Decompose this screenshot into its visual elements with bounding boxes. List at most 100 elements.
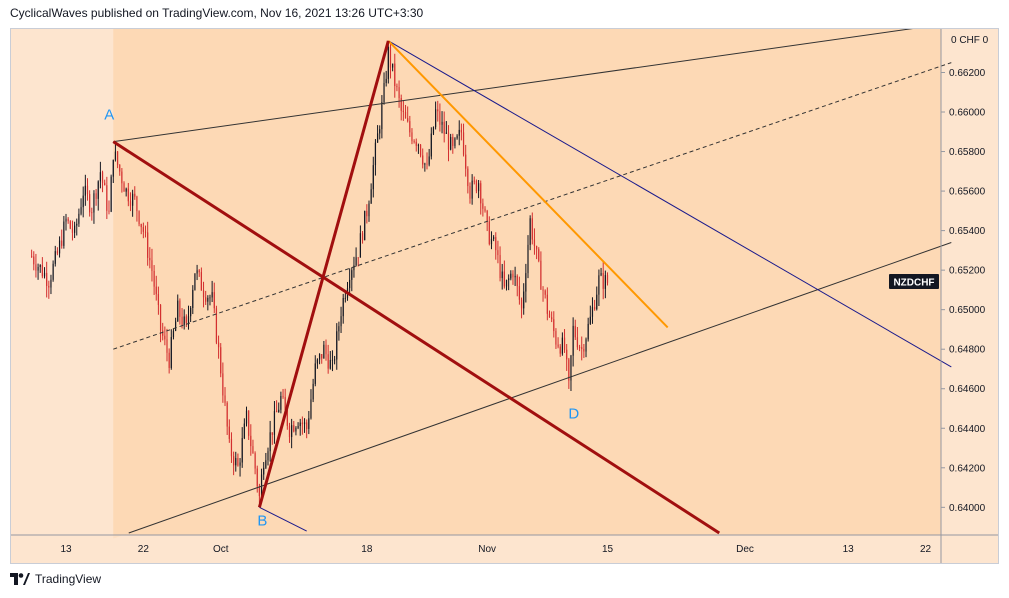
- candle-body: [404, 112, 407, 119]
- symbol-badge: [889, 274, 939, 289]
- candle-body: [288, 425, 291, 438]
- candle-body: [435, 109, 437, 128]
- candle-body: [413, 141, 415, 142]
- candle-body: [559, 346, 561, 354]
- candle-body: [606, 275, 609, 283]
- bc-wave-line: [257, 40, 390, 508]
- candle-body: [318, 354, 321, 360]
- price-tick-label: 0.64800: [949, 345, 986, 356]
- candle-body: [523, 291, 525, 309]
- candle-body: [402, 110, 404, 113]
- price-tick-label: 0.65200: [949, 266, 986, 277]
- candle-body: [248, 410, 250, 436]
- footer-brand[interactable]: TradingView: [35, 572, 102, 586]
- candle-body: [226, 402, 228, 427]
- candle-body: [338, 326, 340, 332]
- candle-body: [505, 279, 508, 287]
- candle-body: [475, 180, 478, 192]
- price-tick-label: 0.64200: [949, 463, 986, 474]
- candle-body: [250, 435, 252, 447]
- candle-body: [215, 308, 218, 343]
- candle-body: [359, 233, 361, 258]
- candle-body: [430, 133, 432, 157]
- candle-body: [518, 286, 521, 300]
- candle-body: [82, 195, 84, 208]
- candle-body: [374, 142, 377, 166]
- candle-body: [520, 299, 523, 309]
- candle-body: [108, 210, 110, 212]
- candle-body: [370, 189, 372, 204]
- candle-body: [407, 118, 409, 122]
- candle-body: [336, 331, 338, 360]
- candle-body: [546, 294, 548, 314]
- candle-body: [366, 210, 368, 217]
- candle-body: [127, 188, 129, 202]
- time-tick-label: Dec: [736, 544, 754, 555]
- candle-body: [585, 339, 587, 352]
- candle-body: [591, 307, 594, 317]
- candle-body: [383, 82, 385, 102]
- candle-body: [310, 399, 312, 419]
- candle-body: [493, 237, 495, 239]
- candle-body: [527, 244, 529, 274]
- candle-body: [499, 255, 501, 279]
- candle-body: [368, 203, 370, 217]
- price-tick-label: 0.64400: [949, 424, 986, 435]
- candle-body: [291, 425, 293, 438]
- candle-body: [364, 210, 366, 241]
- candle-body: [467, 168, 469, 187]
- candle-body: [379, 129, 381, 134]
- candle-body: [372, 165, 374, 190]
- candle-body: [278, 409, 280, 413]
- candle-body: [273, 411, 276, 435]
- candle-body: [396, 86, 398, 88]
- price-chart[interactable]: 0 CHF 0 0.66200 0.66000 0.65800 0.65600 0.654…: [11, 29, 998, 563]
- candle-body: [228, 426, 230, 439]
- time-tick-label: 18: [361, 544, 373, 555]
- candle-body: [65, 218, 67, 222]
- candle-body: [76, 223, 78, 226]
- candle-body: [205, 297, 207, 302]
- candle-body: [525, 273, 527, 292]
- candle-body: [308, 418, 310, 429]
- candle-body: [275, 411, 278, 413]
- candle-body: [426, 163, 428, 165]
- candle-body: [95, 193, 97, 199]
- candle-body: [239, 462, 241, 466]
- candle-body: [355, 257, 357, 266]
- candle-body: [334, 359, 336, 361]
- candle-body: [136, 196, 138, 212]
- candle-body: [147, 232, 149, 258]
- candle-body: [349, 279, 351, 289]
- candle-body: [86, 185, 89, 195]
- candle-body: [574, 325, 576, 338]
- candle-body: [411, 132, 413, 142]
- candle-body: [555, 331, 557, 345]
- candle-body: [106, 185, 108, 211]
- candle-body: [181, 316, 183, 325]
- candle-body: [138, 211, 140, 225]
- channel-band: [113, 29, 941, 539]
- candle-body: [331, 359, 334, 361]
- candle-body: [602, 273, 604, 289]
- chart-frame[interactable]: 0 CHF 0 0.66200 0.66000 0.65800 0.65600 0.654…: [10, 28, 999, 564]
- candle-body: [508, 278, 510, 280]
- candle-body: [490, 238, 493, 245]
- candle-body: [254, 453, 256, 469]
- candle-body: [342, 298, 344, 317]
- price-tick-label: 0.66200: [949, 68, 986, 79]
- candle-body: [576, 337, 579, 348]
- candle-body: [222, 373, 224, 396]
- candle-body: [217, 342, 220, 348]
- candle-body: [486, 210, 488, 222]
- candle-body: [314, 363, 316, 384]
- tradingview-logo-icon[interactable]: [10, 573, 30, 585]
- candle-body: [284, 397, 286, 410]
- candle-body: [207, 297, 209, 302]
- candle-body: [35, 264, 37, 271]
- price-tick-label: 0.65000: [949, 305, 986, 316]
- candle-body: [192, 289, 194, 308]
- candle-body: [52, 263, 54, 280]
- candle-body: [104, 182, 106, 186]
- candle-body: [144, 231, 147, 233]
